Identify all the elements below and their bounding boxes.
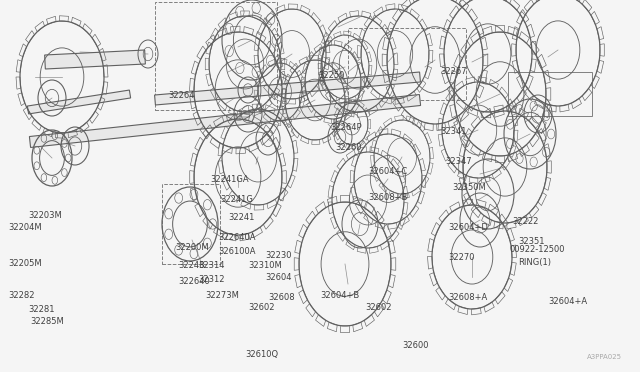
Text: 32604+B: 32604+B xyxy=(320,291,359,299)
Text: 00922-12500: 00922-12500 xyxy=(510,246,566,254)
Polygon shape xyxy=(28,90,131,114)
Bar xyxy=(348,28,466,100)
Text: 32314: 32314 xyxy=(198,260,225,269)
Text: 32600: 32600 xyxy=(402,340,429,350)
Bar xyxy=(155,2,277,110)
Text: 32241: 32241 xyxy=(228,214,254,222)
Text: 32204M: 32204M xyxy=(8,224,42,232)
Text: 32250: 32250 xyxy=(318,71,344,80)
Text: 32264: 32264 xyxy=(168,90,195,99)
Text: 32608+A: 32608+A xyxy=(448,294,487,302)
Text: 32203M: 32203M xyxy=(28,211,61,219)
Text: 32260: 32260 xyxy=(335,144,362,153)
Text: 32270: 32270 xyxy=(448,253,474,263)
Text: 32604+D: 32604+D xyxy=(448,224,488,232)
Text: 32610Q: 32610Q xyxy=(245,350,278,359)
Polygon shape xyxy=(29,94,420,147)
Text: 32341: 32341 xyxy=(440,128,467,137)
Text: 32230: 32230 xyxy=(265,250,291,260)
Text: 32222: 32222 xyxy=(512,218,538,227)
Text: 32241GA: 32241GA xyxy=(210,176,248,185)
Text: 32604+C: 32604+C xyxy=(368,167,407,176)
Bar xyxy=(162,184,220,264)
Text: A3PPA025: A3PPA025 xyxy=(587,354,622,360)
Text: 32608: 32608 xyxy=(268,294,294,302)
Text: 32350M: 32350M xyxy=(452,183,486,192)
Bar xyxy=(508,72,592,116)
Text: 32248: 32248 xyxy=(178,260,205,269)
Text: 32205M: 32205M xyxy=(8,260,42,269)
Text: 32241G: 32241G xyxy=(220,196,253,205)
Polygon shape xyxy=(45,50,145,69)
Text: 32267: 32267 xyxy=(440,67,467,77)
Text: 32310M: 32310M xyxy=(248,260,282,269)
Text: 326100A: 326100A xyxy=(218,247,255,257)
Text: 32281: 32281 xyxy=(28,305,54,314)
Text: 32602: 32602 xyxy=(365,304,392,312)
Text: 32312: 32312 xyxy=(198,276,225,285)
Text: RING(1): RING(1) xyxy=(518,257,551,266)
Text: 322640: 322640 xyxy=(178,278,210,286)
Polygon shape xyxy=(155,72,420,105)
Text: 32264P: 32264P xyxy=(330,124,362,132)
Text: 32200M: 32200M xyxy=(175,244,209,253)
Text: 322640A: 322640A xyxy=(218,234,255,243)
Text: 32608+B: 32608+B xyxy=(368,193,408,202)
Text: 32347: 32347 xyxy=(445,157,472,167)
Text: 32285M: 32285M xyxy=(30,317,64,327)
Text: 32351: 32351 xyxy=(518,237,545,247)
Text: 32273M: 32273M xyxy=(205,291,239,299)
Text: 32602: 32602 xyxy=(248,304,275,312)
Text: 32604+A: 32604+A xyxy=(548,298,587,307)
Text: 32282: 32282 xyxy=(8,291,35,299)
Text: 32604: 32604 xyxy=(265,273,291,282)
